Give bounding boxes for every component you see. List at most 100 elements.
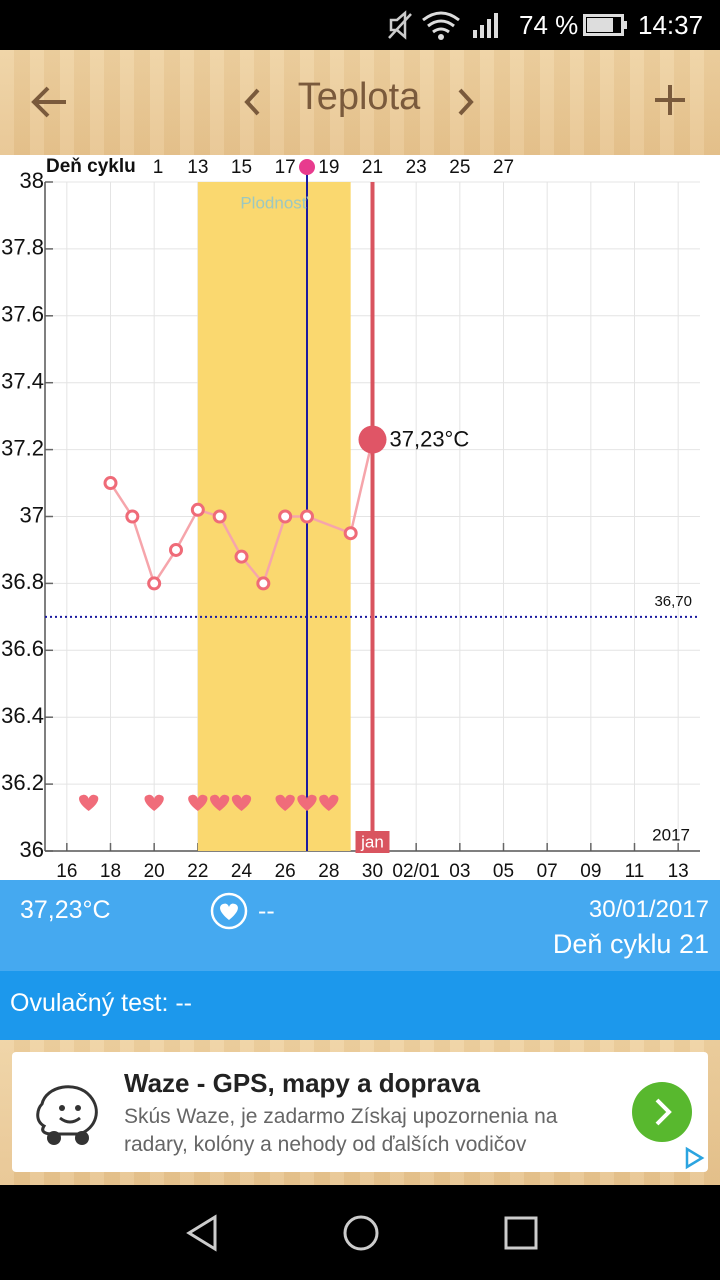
x-tick-label: 24 [231,861,253,880]
intercourse-heart [210,794,230,811]
top-axis-label: Deň cyklu [46,156,136,177]
temperature-point [278,509,293,524]
y-tick-label: 36.2 [1,770,44,795]
top-tick-label: 1 [153,157,164,178]
y-tick-label: 36.8 [1,569,44,594]
ovulation-test: Ovulačný test: -- [10,989,192,1017]
ovulation-marker [299,159,315,175]
top-tick-label: 17 [275,157,296,178]
next-button[interactable] [452,84,478,120]
x-tick-label: 26 [275,861,296,880]
temperature-point [256,576,271,591]
status-bar: 74 % 14:37 [0,0,720,50]
y-tick-label: 37.4 [1,369,44,394]
intercourse-heart [319,794,339,811]
fertile-label: Plodnosť [240,193,308,212]
battery-level: 74 % [519,10,579,40]
x-tick-label: 09 [580,861,601,880]
temperature-point [343,526,358,541]
data-label: 37,23°C [390,426,470,451]
labels: 36 36.2 36.4 36.6 36.8 37 37.2 37.4 37.6 37.8 38 16… [1,156,692,880]
x-tick-label: 05 [493,861,514,880]
top-tick-label: 27 [493,157,514,178]
month-badge [355,831,390,853]
month-label: jan [360,832,384,851]
x-tick-label: 28 [318,861,339,880]
intercourse-heart [297,794,317,811]
x-tick-label: 30 [362,861,383,880]
summary-intercourse: -- [258,897,275,925]
battery-icon [583,14,627,36]
y-tick-label: 36.6 [1,636,44,661]
ad-card[interactable]: Waze - GPS, mapy a doprava Skús Waze, je… [12,1052,708,1172]
temperature-point [103,476,118,491]
temperature-point [147,576,162,591]
toolbar: Teplota [0,50,720,155]
ad-icon [36,1085,98,1145]
top-tick-label: 25 [449,157,470,178]
intercourse-heart [275,794,295,811]
chart-background [0,155,720,880]
temperature-chart: 36 36.2 36.4 36.6 36.8 37 37.2 37.4 37.6 37.8 38 16… [0,155,720,880]
intercourse-heart [79,794,99,811]
ad-text-line: radary, kolóny a nehody od ďalších vodič… [124,1133,527,1156]
x-tick-label: 03 [449,861,470,880]
intercourse-icon [210,892,248,930]
top-tick-label: 13 [187,157,208,178]
coverline-label: 36,70 [654,593,692,610]
nav-home[interactable] [341,1213,381,1253]
temperature-line [109,439,374,587]
back-button[interactable] [28,82,72,122]
y-tick-label: 36 [20,837,44,862]
temperature-point [234,549,249,564]
x-tick-label: 22 [187,861,208,880]
screen-title: Teplota [297,76,421,118]
summary-date: 30/01/2017 [588,896,709,923]
ovulation-test-bar[interactable]: Ovulačný test: -- [0,971,720,1040]
nav-back[interactable] [183,1213,223,1253]
intercourse-heart [144,794,164,811]
top-tick-label: 23 [406,157,427,178]
status-icons [388,10,498,40]
clock: 14:37 [638,10,704,40]
summary-bar: 37,23°C -- 30/01/2017 Deň cyklu 21 [0,880,720,971]
summary-cycle-day: Deň cyklu 21 [552,929,709,959]
x-tick-label: 07 [537,861,558,880]
temperature-point [125,509,140,524]
current-temperature-point [358,425,387,454]
y-tick-label: 37.6 [1,302,44,327]
data-layer [79,425,387,811]
ad-area: Waze - GPS, mapy a doprava Skús Waze, je… [0,1040,720,1185]
ad-open-button[interactable] [631,1081,693,1143]
year-label: 2017 [652,825,690,844]
ad-title: Waze - GPS, mapy a doprava [124,1068,480,1098]
top-tick-label: 21 [362,157,383,178]
x-tick-label: 16 [56,861,77,880]
previous-button[interactable] [240,84,266,120]
y-tick-label: 36.4 [1,703,44,728]
top-tick-label: 15 [231,157,252,178]
top-tick-label: 19 [318,157,339,178]
ad-text-line: Skús Waze, je zadarmo Získaj upozornenia… [124,1105,558,1128]
ad-choices-icon[interactable] [682,1146,706,1170]
temperature-point [300,509,314,524]
x-tick-label: 20 [144,861,165,880]
intercourse-heart [231,794,252,811]
intercourse-heart [188,794,208,811]
summary-temperature: 37,23°C [20,896,111,924]
temperature-point [190,502,205,517]
y-tick-label: 37 [20,502,44,527]
temperature-point [212,509,227,524]
y-tick-label: 37.2 [1,435,44,460]
navigation-bar [0,1185,720,1280]
nav-recents[interactable] [501,1213,541,1253]
x-tick-label: 11 [625,861,645,880]
x-tick-label: 13 [668,861,689,880]
x-tick-label: 02/01 [392,861,440,880]
y-tick-label: 37.8 [1,235,44,260]
add-button[interactable] [652,82,688,118]
y-tick-label: 38 [20,168,44,193]
x-tick-label: 18 [100,861,121,880]
